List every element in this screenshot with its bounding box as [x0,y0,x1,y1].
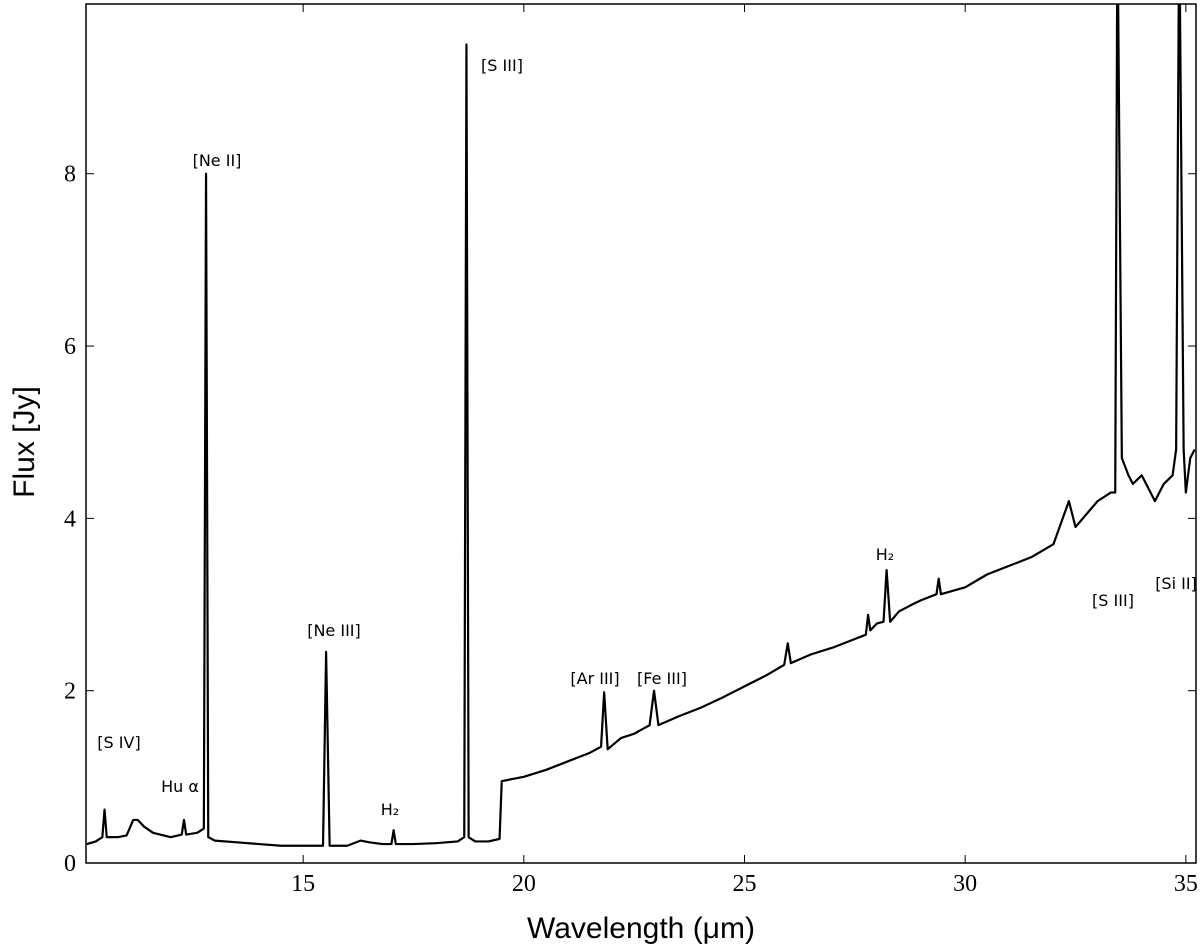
x-tick-label: 35 [1174,871,1198,897]
annotation: [S III] [481,56,523,75]
annotation: [Ar III] [570,669,619,688]
annotation: Hu α [161,777,199,796]
annotation: [S IV] [97,733,140,752]
y-tick-label: 0 [64,851,76,877]
plot-frame [85,3,1197,864]
y-tick-label: 4 [64,506,76,532]
y-tick-label: 6 [64,334,76,360]
x-tick-label: 25 [732,871,756,897]
x-tick-label: 20 [512,871,536,897]
y-tick-label: 8 [64,162,76,188]
y-axis-label: Flux [Jy] [8,386,41,498]
annotation: H₂ [381,800,399,819]
annotation: [S III] [1092,591,1134,610]
x-axis-label: Wavelength (μm) [527,912,755,945]
x-tick-label: 15 [291,871,315,897]
annotation: [Si II] [1155,574,1197,593]
annotation: H₂ [876,545,894,564]
spectrum-line [86,4,1196,847]
x-tick-label: 30 [953,871,977,897]
annotation: [Ne III] [307,621,361,640]
y-tick-label: 2 [64,679,76,705]
annotation: [Fe III] [637,669,687,688]
annotation: [Ne II] [193,151,242,170]
